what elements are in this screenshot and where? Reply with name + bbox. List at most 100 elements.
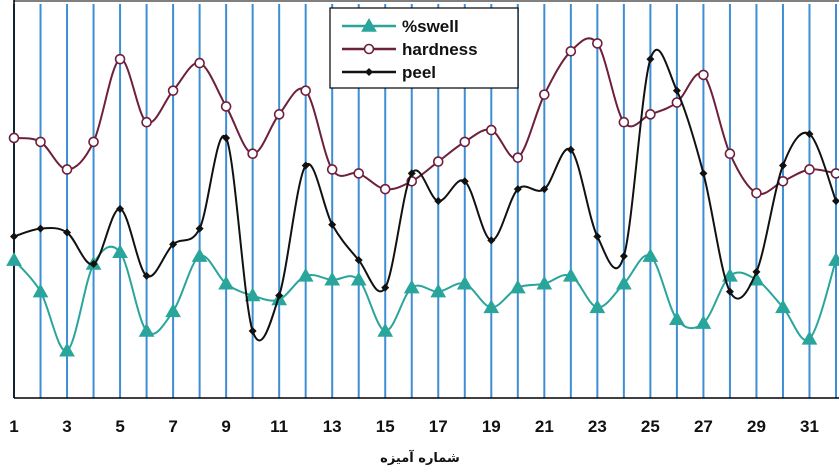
data-point — [35, 136, 46, 148]
data-point — [350, 271, 367, 286]
data-point — [669, 311, 685, 325]
data-point — [832, 197, 839, 205]
x-tick-label: 5 — [115, 417, 124, 436]
data-point — [539, 89, 550, 100]
data-point — [377, 323, 394, 337]
data-point — [379, 183, 391, 195]
data-point — [32, 283, 49, 298]
data-point — [618, 116, 630, 128]
data-point — [114, 53, 126, 65]
x-tick-label: 15 — [376, 417, 395, 436]
data-point — [407, 169, 416, 178]
data-point — [540, 185, 549, 194]
data-point — [141, 116, 152, 128]
data-point — [116, 204, 125, 213]
data-point — [248, 327, 257, 336]
x-tick-label: 25 — [641, 417, 660, 436]
data-point — [828, 252, 839, 266]
legend-label: peel — [402, 63, 436, 82]
data-point — [619, 252, 628, 261]
data-point — [354, 256, 363, 265]
data-point — [487, 236, 496, 245]
data-point — [645, 109, 656, 120]
data-point — [244, 287, 261, 302]
data-point — [699, 169, 708, 178]
x-tick-label: 17 — [429, 417, 448, 436]
data-point — [301, 161, 310, 170]
data-point — [328, 220, 337, 229]
data-point — [593, 232, 602, 241]
data-point — [432, 156, 444, 167]
data-point — [566, 145, 575, 154]
data-point — [381, 283, 390, 292]
data-point — [483, 299, 500, 314]
data-point — [562, 267, 579, 282]
legend-marker — [361, 17, 377, 32]
data-point — [805, 130, 814, 139]
data-point — [220, 101, 232, 112]
series-swell — [6, 244, 839, 357]
data-point — [142, 271, 151, 280]
data-point — [112, 244, 128, 258]
data-point — [565, 45, 577, 57]
data-point — [138, 323, 155, 337]
data-point — [61, 164, 73, 175]
data-point — [460, 177, 469, 186]
data-point — [752, 267, 761, 276]
data-point — [88, 136, 99, 148]
data-point — [165, 303, 181, 318]
vertical-gridlines — [13, 4, 837, 398]
legend-item: hardness — [342, 40, 478, 59]
data-point — [513, 185, 522, 194]
legend-label: hardness — [402, 40, 478, 59]
x-tick-label: 9 — [221, 417, 230, 436]
data-point — [485, 124, 497, 136]
x-tick-label: 29 — [747, 417, 766, 436]
data-point — [775, 299, 791, 314]
data-point — [247, 148, 258, 160]
data-point — [59, 342, 75, 357]
x-tick-label: 11 — [270, 417, 288, 436]
data-point — [300, 85, 311, 96]
data-point — [218, 275, 234, 290]
x-tick-label: 13 — [323, 417, 342, 436]
x-tick-label: 1 — [9, 417, 18, 436]
data-point — [89, 260, 98, 269]
data-point — [509, 279, 526, 294]
data-point — [191, 248, 208, 262]
data-point — [512, 152, 524, 163]
axes — [13, 0, 839, 399]
data-point — [36, 224, 45, 233]
x-tick-label: 31 — [800, 417, 819, 436]
data-point — [430, 283, 447, 298]
data-point — [724, 148, 736, 160]
legend-label: %swell — [402, 17, 459, 36]
x-tick-label: 21 — [535, 417, 554, 436]
data-point — [589, 299, 606, 314]
data-point — [459, 136, 471, 148]
x-tick-label: 27 — [694, 417, 713, 436]
data-point — [751, 187, 762, 199]
x-tick-label: 23 — [588, 417, 607, 436]
legend-item: peel — [342, 63, 436, 82]
data-point — [592, 38, 603, 49]
data-point — [222, 133, 231, 142]
legend: %swell hardness peel — [329, 7, 519, 89]
x-tick-label: 3 — [62, 417, 71, 436]
series-hardness — [8, 37, 839, 199]
data-point — [8, 132, 20, 144]
data-point — [642, 248, 659, 262]
data-point — [194, 57, 205, 69]
data-point — [672, 86, 681, 95]
series-line — [13, 49, 837, 342]
series-peel — [10, 49, 839, 342]
x-tick-labels: 1 3 5 7 9 11 13 15 17 19 21 23 25 27 29 31 — [9, 417, 819, 436]
data-point — [6, 252, 22, 266]
data-point — [646, 55, 655, 64]
data-point — [326, 164, 338, 175]
legend-marker — [363, 43, 375, 55]
legend-marker — [365, 68, 373, 76]
data-point — [778, 161, 787, 170]
data-point — [536, 275, 553, 290]
